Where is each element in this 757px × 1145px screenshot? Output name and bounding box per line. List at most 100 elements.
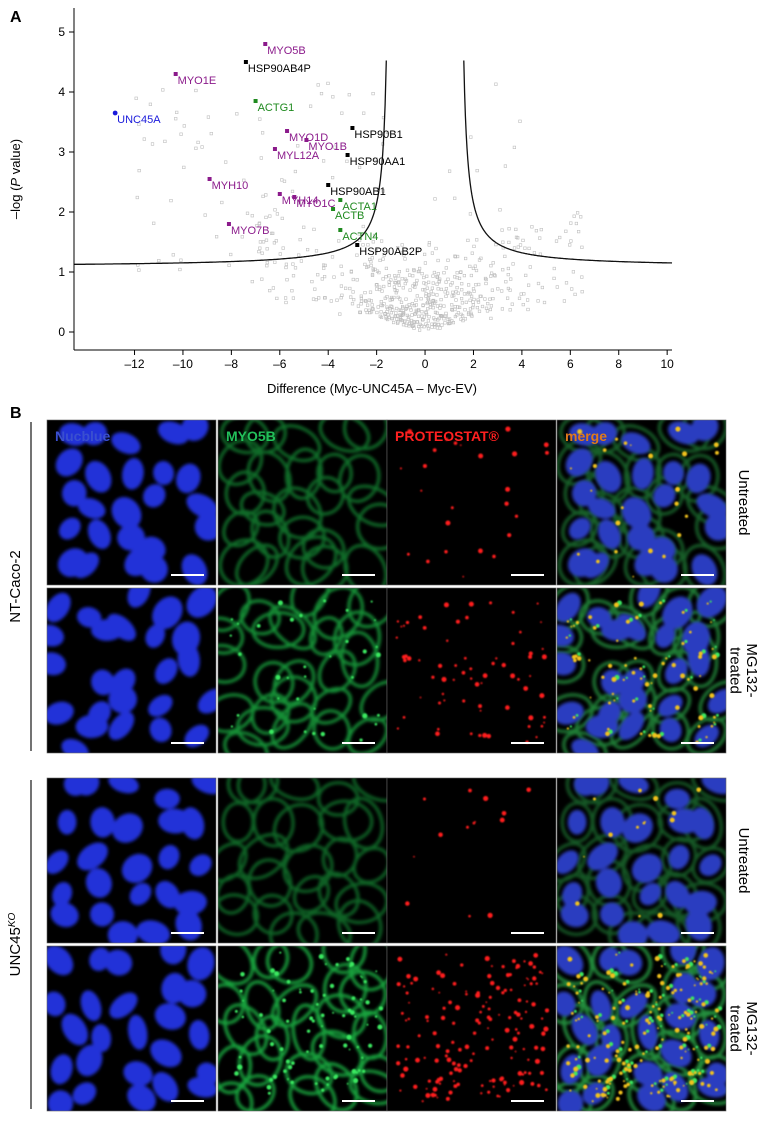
background-point — [442, 271, 446, 275]
background-point — [163, 139, 167, 144]
background-point — [460, 282, 464, 286]
background-point — [408, 321, 412, 325]
point-myh10 — [207, 177, 212, 181]
scale-bar — [171, 742, 204, 744]
background-point — [443, 321, 447, 325]
background-point — [257, 221, 262, 225]
background-point — [439, 287, 444, 292]
condition-label: Untreated — [735, 828, 752, 894]
point-actb — [331, 207, 336, 211]
micrograph-proteostat--row-3 — [386, 945, 557, 1112]
background-point — [264, 238, 269, 242]
background-point — [200, 145, 204, 149]
background-point — [271, 286, 276, 290]
background-point — [255, 224, 259, 228]
background-point — [576, 230, 581, 234]
background-point — [489, 271, 494, 275]
background-point — [463, 308, 467, 312]
background-point — [374, 283, 379, 287]
background-point — [506, 266, 511, 271]
background-point — [374, 249, 379, 253]
background-point — [526, 283, 531, 287]
background-point — [580, 245, 584, 249]
background-point — [433, 322, 437, 326]
background-point — [428, 305, 432, 310]
background-point — [452, 293, 456, 298]
background-point — [355, 253, 359, 257]
background-point — [245, 211, 250, 215]
background-point — [477, 309, 482, 313]
background-point — [349, 270, 354, 274]
background-point — [361, 243, 365, 247]
background-point — [382, 302, 386, 306]
label-hsp90b1: HSP90B1 — [354, 129, 402, 141]
background-point — [196, 140, 200, 145]
background-point — [479, 294, 483, 299]
background-point — [568, 243, 572, 247]
background-point — [465, 292, 470, 296]
background-point — [148, 102, 153, 106]
background-point — [442, 317, 446, 321]
background-point — [240, 235, 244, 239]
scale-bar — [171, 932, 204, 934]
background-point — [397, 283, 401, 287]
background-point — [273, 208, 277, 212]
background-point — [491, 261, 495, 265]
background-point — [372, 233, 377, 238]
label-myo1b: MYO1B — [308, 141, 347, 153]
background-point — [390, 297, 394, 301]
background-point — [429, 289, 433, 294]
micrograph-merge-row-1 — [556, 587, 727, 754]
background-point — [258, 246, 262, 250]
background-point — [514, 235, 519, 239]
background-point — [438, 313, 443, 318]
background-point — [397, 280, 401, 284]
background-point — [399, 300, 404, 305]
background-point — [284, 300, 288, 305]
background-point — [440, 323, 444, 327]
background-point — [492, 273, 497, 277]
background-point — [552, 276, 556, 281]
background-point — [526, 307, 530, 312]
background-point — [454, 298, 458, 302]
background-point — [391, 320, 396, 325]
background-point — [397, 269, 402, 274]
background-point — [265, 247, 269, 251]
background-point — [182, 165, 186, 170]
background-point — [265, 264, 269, 268]
background-point — [424, 322, 428, 326]
background-point — [415, 249, 419, 253]
micrograph-proteostat--row-0 — [386, 419, 557, 586]
background-point — [293, 169, 298, 174]
threshold-curve — [73, 60, 673, 266]
background-point — [430, 251, 435, 255]
background-point — [516, 245, 520, 249]
background-point — [363, 298, 367, 303]
background-point — [493, 274, 497, 278]
background-point — [371, 92, 375, 96]
background-point — [467, 311, 471, 315]
background-point — [405, 268, 410, 272]
background-point — [330, 255, 335, 259]
label-myh14: MYH14 — [282, 195, 319, 207]
background-point — [194, 146, 198, 150]
background-point — [376, 305, 380, 309]
background-point — [297, 253, 301, 257]
background-point — [400, 243, 404, 247]
background-point — [472, 244, 476, 249]
x-tick-label: 2 — [470, 357, 477, 371]
background-point — [498, 208, 502, 212]
background-point — [260, 251, 264, 255]
background-point — [500, 307, 505, 311]
background-point — [422, 281, 426, 285]
background-point — [432, 301, 437, 305]
background-point — [455, 313, 459, 317]
background-point — [432, 323, 436, 327]
background-point — [278, 252, 282, 256]
background-point — [312, 227, 316, 232]
background-point — [383, 312, 387, 316]
background-point — [536, 281, 541, 286]
background-point — [468, 298, 472, 302]
background-point — [316, 273, 320, 277]
